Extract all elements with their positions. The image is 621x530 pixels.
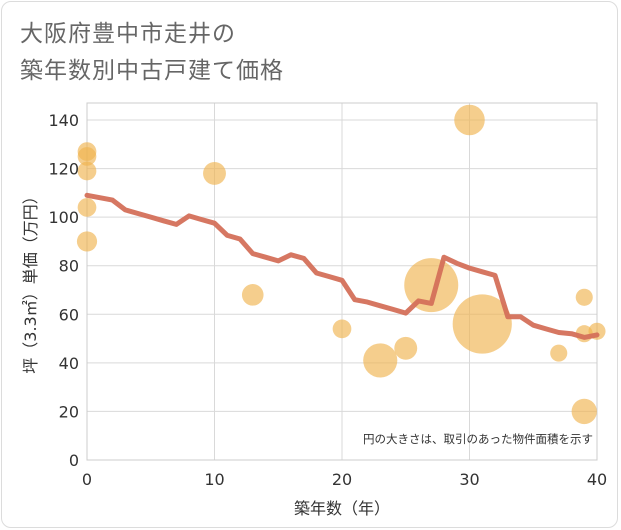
y-axis-label: 坪（3.3㎡）単価（万円）	[21, 188, 40, 373]
x-tick-label: 10	[204, 470, 224, 489]
bubble-point	[77, 147, 97, 166]
bubble-point	[550, 344, 568, 362]
y-tick-label: 100	[48, 208, 79, 227]
bubble-point	[575, 288, 593, 306]
bubbles	[76, 104, 606, 425]
plot-frame	[86, 102, 598, 461]
bubble-point	[77, 161, 97, 181]
y-tick-label: 40	[59, 354, 79, 373]
bubble-size-note: 円の大きさは、取引のあった物件面積を示す	[363, 432, 593, 446]
x-tick-label: 40	[587, 470, 607, 489]
x-axis-label: 築年数（年）	[294, 499, 390, 518]
y-tick-label: 80	[59, 257, 79, 276]
bubble-point	[77, 198, 97, 217]
bubble-point	[332, 319, 352, 339]
bubble-point	[363, 343, 398, 378]
y-tick-label: 120	[48, 160, 79, 179]
chart-title-line-1: 大阪府豊中市走井の	[20, 21, 236, 47]
series-line-average	[84, 192, 600, 340]
chart-title: 大阪府豊中市走井の 築年数別中古戸建て価格	[20, 16, 284, 90]
y-tick-label: 20	[59, 402, 79, 421]
bubble-point	[203, 161, 226, 185]
y-ticks: 0 20 40 60 80 100 120 140	[48, 111, 79, 470]
bubble-point	[76, 231, 98, 252]
x-tick-label: 20	[332, 470, 352, 489]
bubble-point	[241, 284, 264, 306]
x-tick-label: 30	[459, 470, 479, 489]
bubble-point	[452, 294, 512, 354]
x-tick-label: 0	[82, 470, 92, 489]
bubble-point	[394, 336, 418, 360]
y-tick-label: 140	[48, 111, 79, 130]
chart-title-line-2: 築年数別中古戸建て価格	[20, 58, 284, 84]
y-tick-label: 0	[69, 451, 79, 470]
bubble-point	[454, 104, 485, 136]
x-ticks: 0 10 20 30 40	[82, 470, 607, 489]
y-tick-label: 60	[59, 305, 79, 324]
bubble-point	[571, 398, 597, 425]
